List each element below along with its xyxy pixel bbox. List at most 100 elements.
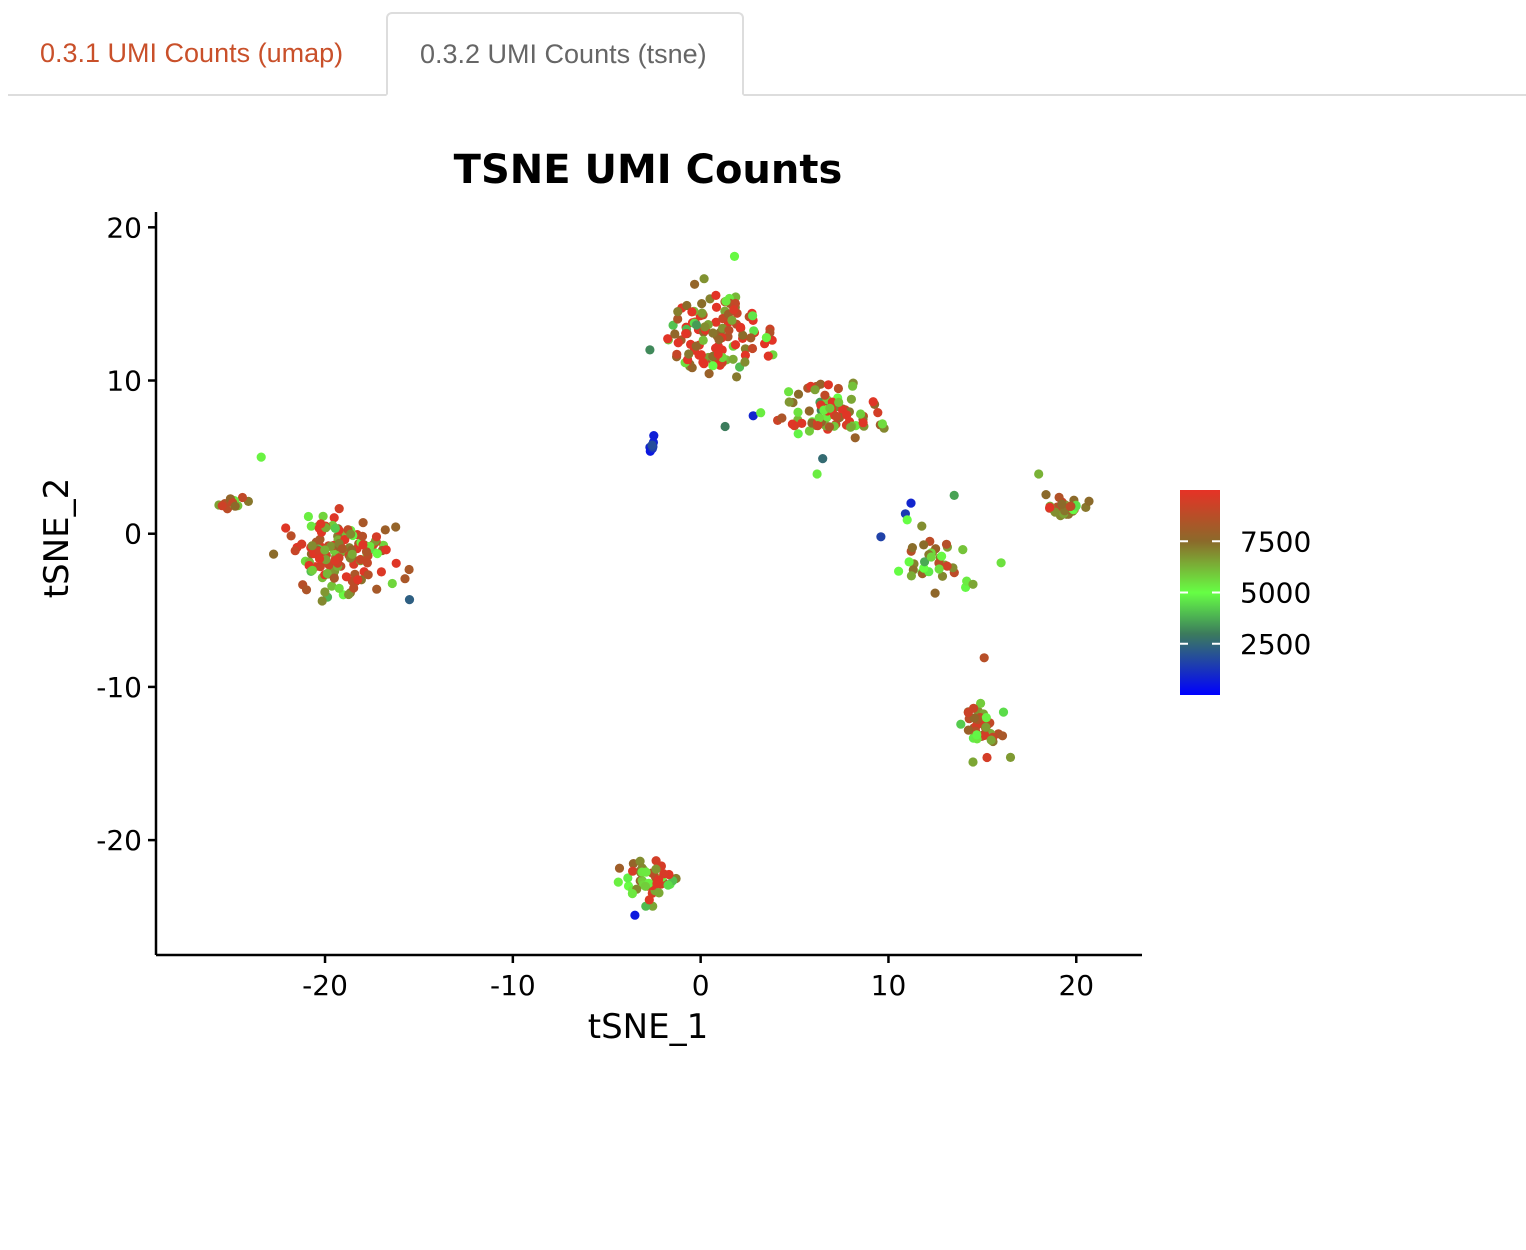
data-point xyxy=(820,390,830,400)
data-point xyxy=(748,411,758,421)
data-point xyxy=(645,345,655,355)
data-point xyxy=(334,583,344,593)
data-point xyxy=(307,541,317,551)
data-point xyxy=(628,866,638,876)
data-point xyxy=(659,869,669,879)
data-point xyxy=(391,522,401,532)
data-point xyxy=(793,407,803,417)
data-point xyxy=(700,322,710,332)
data-point xyxy=(856,409,866,419)
tab-umi-counts-tsne[interactable]: 0.3.2 UMI Counts (tsne) xyxy=(386,12,744,96)
data-point xyxy=(687,307,697,317)
y-tick-label: -20 xyxy=(96,824,142,857)
data-point xyxy=(694,350,704,360)
data-point xyxy=(728,354,738,364)
data-point xyxy=(926,552,936,562)
data-point xyxy=(818,454,828,464)
data-point xyxy=(663,880,673,890)
data-point xyxy=(330,523,340,533)
data-point xyxy=(314,554,325,564)
y-tick-label: 10 xyxy=(106,365,142,398)
data-point xyxy=(824,422,835,432)
data-point xyxy=(355,554,366,565)
data-point xyxy=(230,501,240,511)
data-point xyxy=(804,426,815,436)
data-point xyxy=(380,525,390,535)
data-point xyxy=(391,558,401,568)
data-point xyxy=(813,421,823,431)
data-point xyxy=(347,549,357,559)
data-point xyxy=(286,531,296,541)
data-point xyxy=(784,387,794,397)
y-tick-label: 20 xyxy=(106,211,142,244)
data-point xyxy=(691,341,701,351)
data-point xyxy=(906,571,917,581)
data-point xyxy=(697,299,707,309)
data-point xyxy=(708,361,718,371)
data-point xyxy=(956,719,966,729)
data-point xyxy=(902,515,912,525)
data-point xyxy=(341,572,351,582)
data-point xyxy=(1005,752,1016,763)
data-point xyxy=(797,418,807,428)
data-point xyxy=(327,581,337,591)
data-point xyxy=(873,408,883,418)
data-point xyxy=(663,334,673,344)
data-point xyxy=(917,521,927,531)
data-point xyxy=(763,351,773,361)
data-point xyxy=(858,418,868,428)
data-point xyxy=(982,752,992,763)
data-point xyxy=(614,863,625,873)
data-point xyxy=(404,564,414,575)
tab-umi-counts-umap[interactable]: 0.3.1 UMI Counts (umap) xyxy=(40,37,344,68)
data-point xyxy=(868,397,878,407)
data-point xyxy=(699,274,709,284)
data-point xyxy=(256,452,266,462)
data-point xyxy=(672,349,682,359)
data-point xyxy=(920,557,930,567)
data-point xyxy=(738,330,748,340)
data-point xyxy=(322,568,332,579)
data-point xyxy=(711,290,721,300)
data-point xyxy=(937,571,948,581)
data-point xyxy=(997,731,1008,741)
data-point xyxy=(746,333,756,343)
data-point xyxy=(907,543,918,553)
data-point xyxy=(654,888,664,898)
data-point xyxy=(346,529,356,539)
data-point xyxy=(729,251,740,261)
data-point xyxy=(876,532,886,542)
data-point xyxy=(358,518,368,528)
data-point xyxy=(740,357,750,367)
data-point xyxy=(297,539,307,549)
data-point xyxy=(647,440,657,450)
data-point xyxy=(334,504,344,514)
data-point xyxy=(651,864,661,874)
data-point xyxy=(787,419,798,429)
data-point xyxy=(949,490,959,500)
data-point xyxy=(1065,501,1075,512)
data-point xyxy=(894,566,904,576)
data-point xyxy=(1084,496,1094,506)
data-point xyxy=(749,326,759,336)
data-point xyxy=(682,300,692,311)
data-point xyxy=(1045,502,1055,512)
data-point xyxy=(708,328,718,338)
tsne-scatter-chart: TSNE UMI Counts -20 -10 0 10 20 20 10 0 -10 -20 t… xyxy=(37,147,1311,1047)
data-point xyxy=(736,322,746,332)
data-point xyxy=(814,413,824,423)
data-point xyxy=(344,589,354,600)
data-point xyxy=(877,419,888,429)
data-point xyxy=(357,531,368,541)
data-point xyxy=(698,335,708,345)
data-point xyxy=(691,320,702,330)
data-point xyxy=(381,545,391,555)
data-point xyxy=(714,335,724,345)
data-point xyxy=(904,557,914,567)
data-point xyxy=(747,343,758,354)
data-point xyxy=(848,381,858,391)
data-point xyxy=(623,873,633,883)
data-point xyxy=(740,344,751,354)
x-tick-label: 20 xyxy=(1058,969,1094,1002)
scatter-points xyxy=(214,251,1094,920)
